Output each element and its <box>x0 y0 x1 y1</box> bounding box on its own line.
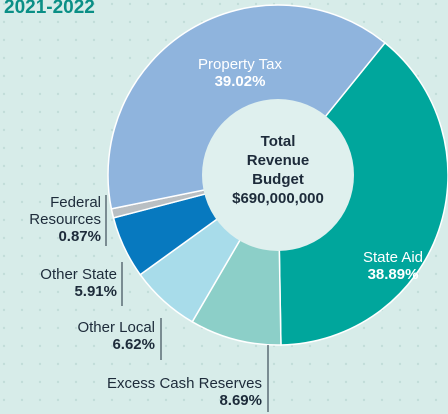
donut-hole <box>202 99 354 251</box>
value-label: 5.91% <box>74 283 117 300</box>
slice-label: State Aid 38.89% <box>343 249 443 283</box>
center-label: Total Revenue Budget $690,000,000 <box>203 132 353 208</box>
value-label: 38.89% <box>367 266 419 283</box>
value-label: 6.62% <box>112 336 155 353</box>
category-name: Property Tax <box>198 56 282 73</box>
chart-title: 2021-2022 <box>4 0 95 18</box>
value-label: 0.87% <box>58 228 101 245</box>
slice-label: Other State 5.91% <box>0 266 117 300</box>
leaders <box>105 195 269 412</box>
slice-label: Excess Cash Reserves 8.69% <box>40 375 262 409</box>
slice-label: Other Local 6.62% <box>30 319 155 353</box>
category-name: Other Local <box>77 319 155 336</box>
category-name: Federal Resources <box>29 194 101 228</box>
value-label: 39.02% <box>214 73 266 90</box>
center-line: Total <box>260 133 296 150</box>
category-name: Excess Cash Reserves <box>106 375 262 392</box>
center-line: $690,000,000 <box>232 190 324 207</box>
center-line: Revenue <box>246 152 310 169</box>
slice <box>277 41 448 346</box>
slice-label: Federal Resources 0.87% <box>0 194 101 245</box>
category-name: State Aid <box>362 249 424 266</box>
category-name: Other State <box>40 266 117 283</box>
center-line: Budget <box>252 171 304 188</box>
slice-label: Property Tax 39.02% <box>160 56 320 90</box>
value-label: 8.69% <box>219 392 262 409</box>
